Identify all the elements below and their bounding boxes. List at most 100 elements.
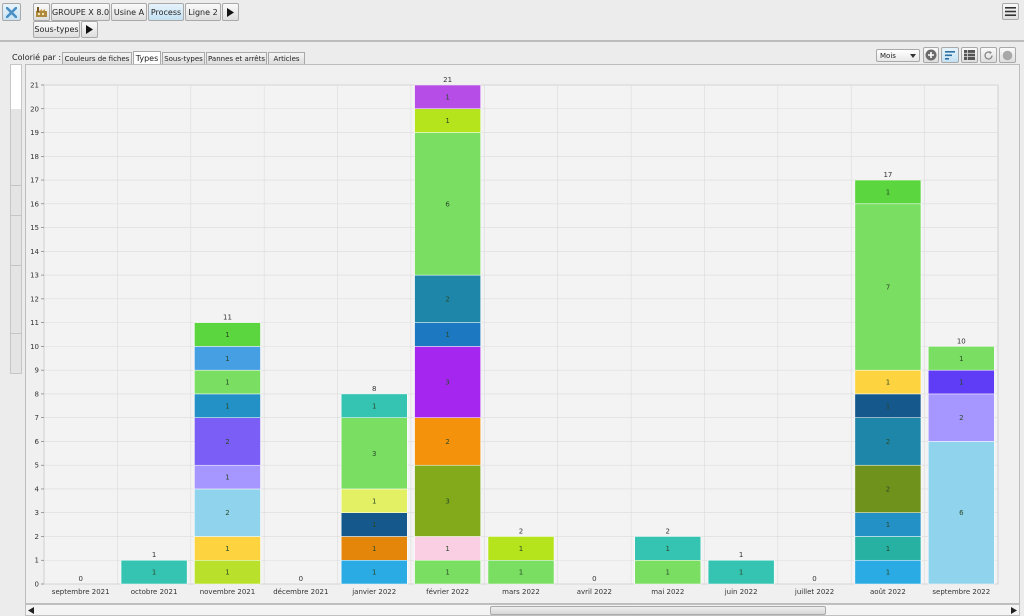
segment-value-label: 1	[886, 569, 890, 577]
add-button[interactable]	[923, 47, 939, 63]
breadcrumb-item-process[interactable]: Process	[148, 3, 184, 21]
segment-value-label: 2	[445, 295, 449, 303]
horizontal-scrollbar[interactable]	[25, 604, 1020, 616]
segment-value-label: 1	[225, 569, 229, 577]
bar-total-label: 0	[812, 575, 816, 583]
bar-segment	[414, 84, 481, 110]
breadcrumb-item-line[interactable]: Ligne 2	[185, 3, 221, 21]
segment-value-label: 1	[225, 474, 229, 482]
segment-value-label: 1	[886, 402, 890, 410]
x-category-label: août 2022	[870, 588, 906, 596]
play-right-icon	[227, 7, 234, 17]
sort-bars-button[interactable]	[941, 47, 959, 63]
sort-bars-icon	[945, 50, 955, 60]
hamburger-icon	[1005, 7, 1016, 16]
refresh-button[interactable]	[980, 47, 997, 63]
breadcrumb-item-subtypes[interactable]: Sous-types	[33, 21, 80, 38]
segment-value-label: 1	[445, 117, 449, 125]
play-right-icon	[86, 25, 93, 34]
segment-value-label: 1	[225, 355, 229, 363]
segment-value-label: 1	[519, 569, 523, 577]
segment-value-label: 1	[445, 545, 449, 553]
segment-value-label: 2	[886, 438, 890, 446]
circle-icon	[1002, 50, 1013, 60]
segment-value-label: 3	[445, 497, 449, 505]
x-category-label: décembre 2021	[273, 588, 328, 596]
period-select-value: Mois	[880, 51, 896, 60]
factory-home-button[interactable]	[33, 3, 50, 21]
bar-total-label: 0	[592, 575, 596, 583]
subtypes-next-button[interactable]	[81, 21, 98, 38]
bar-total-label: 1	[152, 551, 156, 559]
bar-total-label: 2	[666, 527, 670, 535]
segment-value-label: 3	[372, 450, 376, 458]
x-category-label: juin 2022	[724, 588, 758, 596]
x-category-label: juillet 2022	[794, 588, 834, 596]
y-tick-label: 12	[30, 295, 39, 303]
x-category-label: septembre 2022	[932, 588, 990, 596]
x-category-label: septembre 2021	[52, 588, 110, 596]
refresh-icon	[984, 50, 993, 60]
segment-value-label: 1	[445, 331, 449, 339]
tab-sous-types[interactable]: Sous-types	[162, 52, 205, 64]
period-select[interactable]: Mois	[876, 49, 920, 62]
segment-value-label: 2	[959, 414, 963, 422]
segment-value-label: 1	[886, 545, 890, 553]
breadcrumb-next-button[interactable]	[222, 3, 239, 21]
segment-value-label: 2	[886, 485, 890, 493]
bar-total-label: 8	[372, 385, 376, 393]
segment-value-label: 1	[519, 545, 523, 553]
y-tick-label: 5	[35, 462, 39, 470]
segment-value-label: 1	[959, 379, 963, 387]
tab-couleurs-de-fiches[interactable]: Couleurs de fiches	[62, 52, 132, 64]
breadcrumb-item-plant[interactable]: Usine A	[111, 3, 147, 21]
list-icon	[964, 50, 975, 60]
y-tick-label: 19	[30, 129, 39, 137]
bar-total-label: 0	[78, 575, 82, 583]
x-category-label: avril 2022	[577, 588, 612, 596]
scroll-left-icon[interactable]	[28, 607, 34, 614]
tab-articles[interactable]: Articles	[268, 52, 305, 64]
bar-segment	[340, 393, 408, 418]
bar-segment	[854, 417, 922, 466]
scrollbar-thumb[interactable]	[490, 606, 826, 615]
segment-value-label: 1	[886, 379, 890, 387]
close-button[interactable]	[2, 3, 21, 21]
bar-segment	[414, 274, 481, 323]
y-tick-label: 3	[35, 509, 39, 517]
coloring-label: Colorié par :	[12, 53, 62, 62]
tab-types[interactable]: Types	[133, 51, 161, 64]
segment-value-label: 6	[959, 509, 964, 517]
bar-segment	[854, 203, 922, 371]
bar-segment	[707, 559, 775, 585]
chevron-down-icon	[910, 53, 916, 58]
scroll-right-icon[interactable]	[1011, 607, 1017, 614]
x-category-label: janvier 2022	[351, 588, 396, 596]
bar-total-label: 10	[957, 337, 966, 345]
y-tick-label: 0	[35, 581, 39, 589]
bar-segment	[854, 464, 922, 513]
breadcrumb-item-group[interactable]: GROUPE X 8.0	[51, 3, 110, 21]
y-tick-label: 13	[30, 272, 39, 280]
segment-value-label: 1	[445, 569, 449, 577]
menu-button[interactable]	[1002, 3, 1019, 20]
y-tick-label: 21	[30, 82, 39, 90]
segment-value-label: 1	[666, 545, 670, 553]
left-panel-strip[interactable]	[10, 64, 22, 374]
segment-value-label: 1	[666, 569, 670, 577]
y-tick-label: 1	[35, 557, 39, 565]
list-view-button[interactable]	[961, 47, 978, 63]
bar-segment	[928, 441, 995, 585]
tab-pannes-et-arrets[interactable]: Pannes et arrêts	[206, 52, 267, 64]
y-tick-label: 15	[30, 224, 39, 232]
stacked-bar-chart: 01234567891011121314151617181920210septe…	[30, 76, 999, 596]
bar-segment	[340, 417, 408, 490]
x-category-label: février 2022	[426, 588, 469, 596]
segment-value-label: 3	[445, 379, 449, 387]
segment-value-label: 7	[886, 283, 890, 291]
toolbar: GROUPE X 8.0 Usine A Process Ligne 2 Sou…	[0, 0, 1024, 42]
bar-segment	[414, 346, 481, 418]
record-button[interactable]	[999, 47, 1016, 63]
y-tick-label: 18	[30, 153, 39, 161]
y-tick-label: 20	[30, 105, 39, 113]
